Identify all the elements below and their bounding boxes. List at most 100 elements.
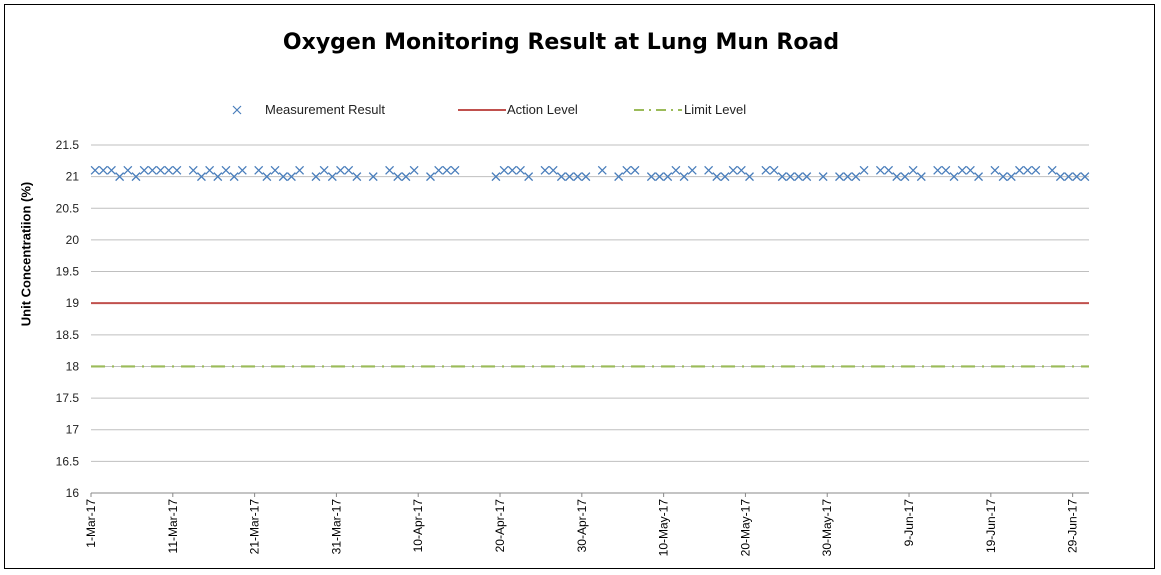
- measurement-point: [524, 172, 534, 182]
- measurement-point: [156, 165, 165, 175]
- measurement-point: [851, 172, 861, 182]
- measurement-point: [556, 172, 566, 182]
- measurement-point: [622, 165, 632, 175]
- measurement-point: [196, 172, 206, 182]
- measurement-point: [221, 165, 231, 175]
- measurement-point: [229, 172, 239, 182]
- measurement-point: [965, 165, 975, 175]
- measurement-point: [1055, 172, 1065, 182]
- measurement-point: [426, 172, 435, 182]
- legend-dash-dot-icon: [634, 109, 682, 111]
- measurement-point: [998, 172, 1008, 182]
- measurement-point: [548, 165, 558, 175]
- measurement-point: [655, 172, 664, 182]
- measurement-point: [573, 172, 583, 182]
- y-tick-label: 18.5: [56, 328, 80, 342]
- measurement-point: [188, 165, 198, 175]
- measurement-point: [368, 172, 378, 182]
- y-tick-label: 21: [66, 170, 80, 184]
- measurement-point: [941, 165, 951, 175]
- measurement-point: [687, 165, 697, 175]
- chart-title: Oxygen Monitoring Result at Lung Mun Roa…: [282, 30, 840, 55]
- measurement-point: [106, 165, 116, 175]
- measurement-point: [957, 165, 967, 175]
- measurement-point: [728, 165, 738, 175]
- measurement-point: [172, 165, 182, 175]
- measurement-point: [450, 165, 460, 175]
- measurement-point: [990, 165, 1000, 175]
- legend-x-marker-icon: [232, 105, 242, 115]
- measurement-point: [499, 165, 509, 175]
- measurement-point: [835, 172, 844, 182]
- measurement-point: [597, 165, 607, 175]
- measurement-point: [761, 165, 771, 175]
- measurement-point: [270, 165, 280, 175]
- measurement-point: [115, 172, 125, 182]
- y-tick-label: 19.5: [56, 265, 80, 279]
- measurement-point: [540, 165, 550, 175]
- measurement-point: [262, 172, 272, 182]
- measurement-point: [1015, 165, 1024, 175]
- chart-frame: [4, 4, 1155, 569]
- measurement-point: [1064, 172, 1074, 182]
- measurement-point: [916, 172, 926, 182]
- measurement-point: [704, 165, 714, 175]
- measurement-point: [147, 165, 157, 175]
- measurement-point: [1023, 165, 1033, 175]
- measurement-point: [139, 165, 149, 175]
- measurement-point: [286, 172, 296, 182]
- measurement-point: [213, 172, 223, 182]
- measurement-point: [295, 165, 305, 175]
- measurement-point: [98, 165, 108, 175]
- x-tick-label: 11-Mar-17: [166, 499, 180, 554]
- measurement-point: [311, 172, 321, 182]
- measurement-point: [1047, 165, 1057, 175]
- x-tick-label: 10-Apr-17: [411, 499, 425, 553]
- x-tick-label: 10-May-17: [657, 499, 671, 557]
- measurement-point: [859, 165, 869, 175]
- measurement-point: [802, 172, 812, 182]
- measurement-point: [205, 165, 215, 175]
- measurement-point: [630, 165, 640, 175]
- measurement-point: [663, 172, 673, 182]
- y-tick-label: 16.5: [56, 454, 80, 468]
- measurement-point: [352, 172, 362, 182]
- measurement-point: [892, 172, 902, 182]
- measurement-point: [319, 165, 329, 175]
- measurement-point: [123, 165, 133, 175]
- measurement-point: [90, 165, 100, 175]
- measurement-point: [237, 165, 247, 175]
- measurement-point: [614, 172, 624, 182]
- measurement-point: [949, 172, 959, 182]
- measurement-point: [712, 172, 722, 182]
- y-tick-label: 21.5: [56, 138, 80, 152]
- measurement-point: [900, 172, 910, 182]
- measurement-point: [1072, 172, 1082, 182]
- measurement-point: [679, 172, 689, 182]
- measurement-point: [327, 172, 337, 182]
- measurement-point: [843, 172, 853, 182]
- measurement-point: [646, 172, 656, 182]
- x-tick-label: 29-Jun-17: [1066, 499, 1080, 553]
- measurement-point: [385, 165, 395, 175]
- measurement-point: [1031, 165, 1041, 175]
- y-tick-label: 18: [66, 359, 80, 373]
- measurement-point: [794, 172, 804, 182]
- y-tick-label: 17.5: [56, 391, 80, 405]
- measurement-point: [933, 165, 943, 175]
- legend-label: Measurement Result: [265, 102, 385, 117]
- measurement-point: [434, 165, 444, 175]
- y-tick-label: 17: [66, 423, 80, 437]
- measurement-point: [131, 172, 141, 182]
- measurement-point: [344, 165, 354, 175]
- measurement-point: [401, 172, 411, 182]
- measurement-point: [720, 172, 730, 182]
- x-tick-label: 20-Apr-17: [493, 499, 507, 553]
- measurement-point: [875, 165, 885, 175]
- measurement-point: [671, 165, 681, 175]
- x-tick-label: 30-May-17: [820, 499, 834, 557]
- x-tick-label: 9-Jun-17: [902, 499, 916, 547]
- measurement-point: [1006, 172, 1016, 182]
- measurement-point: [745, 172, 754, 182]
